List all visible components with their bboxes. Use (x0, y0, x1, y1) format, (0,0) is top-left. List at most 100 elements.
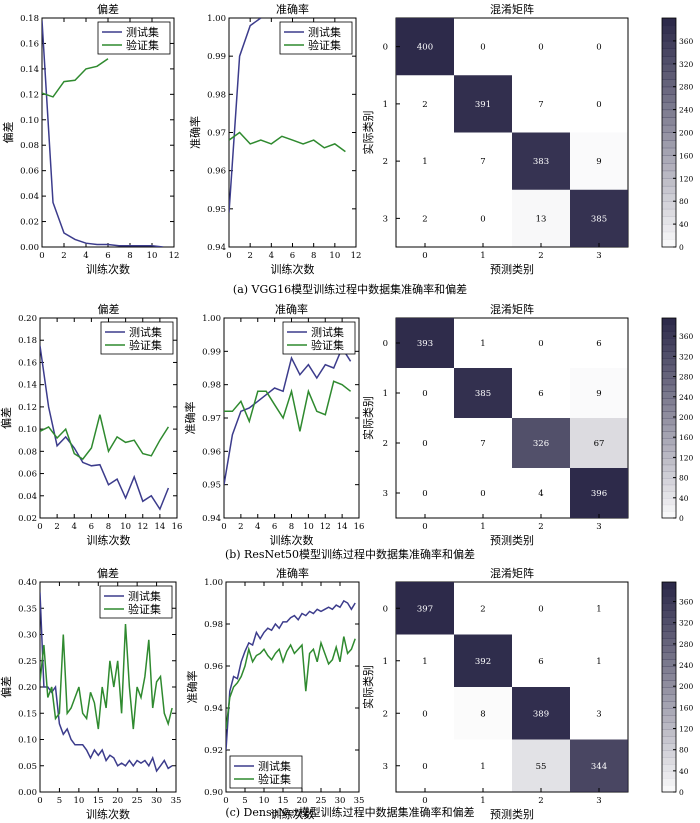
x-axis-label: 训练次数 (271, 262, 315, 276)
x-tick-label: 4 (269, 251, 274, 261)
y-tick-label: 3 (383, 489, 388, 499)
colorbar-segment (662, 344, 676, 352)
x-tick-label: 20 (297, 796, 308, 806)
y-axis-label: 实际类别 (361, 665, 375, 709)
chart-title: 准确率 (275, 302, 308, 316)
colorbar-segment (662, 40, 676, 50)
cell-value: 6 (538, 389, 543, 399)
x-tick-label: 14 (154, 522, 165, 532)
colorbar-tick-label: 80 (679, 197, 689, 206)
x-axis-label: 预测类别 (490, 262, 534, 276)
cell-value: 0 (538, 43, 543, 53)
cell-value: 3 (596, 709, 601, 719)
colorbar-segment (662, 71, 676, 80)
colorbar-segment (662, 63, 676, 72)
y-axis-label: 实际类别 (361, 396, 375, 440)
colorbar-segment (662, 178, 676, 187)
chart-title: 准确率 (276, 566, 309, 580)
cell-value: 7 (538, 100, 543, 110)
x-tick-label: 16 (354, 522, 365, 532)
colorbar-tick-label: 40 (679, 494, 689, 503)
legend-label: 测试集 (308, 25, 341, 39)
x-tick-label: 30 (151, 796, 162, 806)
colorbar-segment (662, 478, 676, 486)
y-tick-label: 0.96 (202, 447, 221, 457)
x-tick-label: 8 (106, 522, 111, 532)
colorbar-segment (662, 638, 676, 646)
y-tick-label: 0.12 (18, 403, 37, 413)
heatmap-cell (570, 418, 628, 468)
x-tick-label: 10 (329, 251, 340, 261)
series-line-val (42, 58, 109, 98)
y-axis-label: 偏差 (1, 122, 15, 144)
y-tick-label: 1.00 (202, 314, 221, 324)
colorbar-segment (662, 140, 676, 149)
cell-value: 2 (422, 100, 427, 110)
x-tick-label: 1 (480, 522, 485, 532)
colorbar-tick-label: 280 (679, 640, 694, 649)
x-tick-label: 12 (320, 522, 331, 532)
cell-value: 1 (422, 157, 427, 167)
heatmap-cell (512, 418, 570, 468)
colorbar-segment (662, 659, 676, 667)
colorbar-segment (662, 163, 676, 172)
colorbar-tick-label: 40 (679, 767, 689, 776)
colorbar-segment (662, 384, 676, 392)
caption-a: (a) VGG16模型训练过程中数据集准确率和偏差 (233, 282, 467, 296)
y-tick-label: 0.06 (18, 470, 37, 480)
x-tick-label: 6 (290, 251, 295, 261)
x-tick-label: 12 (351, 251, 362, 261)
cell-value: 9 (596, 157, 601, 167)
colorbar-segment (662, 101, 676, 111)
y-tick-label: 1 (383, 100, 388, 110)
colorbar-frame (661, 581, 677, 793)
y-tick-label: 0.90 (204, 788, 223, 798)
colorbar-tick-label: 120 (679, 453, 694, 462)
chart-title: 偏差 (97, 566, 119, 580)
y-tick-label: 0.98 (202, 381, 221, 391)
y-tick-label: 0.99 (207, 52, 226, 62)
colorbar-tick-label: 160 (679, 151, 694, 160)
colorbar-segment (662, 239, 676, 247)
heatmap-cell (512, 687, 570, 740)
y-axis-label: 偏差 (0, 676, 13, 698)
colorbar-segment (662, 673, 676, 681)
cell-value: 1 (480, 762, 485, 772)
x-tick-label: 2 (54, 522, 59, 532)
legend-label: 验证集 (126, 38, 159, 52)
x-tick-label: 0 (422, 251, 427, 261)
cell-value: 55 (536, 762, 547, 772)
cell-value: 391 (475, 100, 491, 110)
series-line-test (226, 599, 356, 751)
colorbar-segment (662, 147, 676, 156)
colorbar-segment (662, 155, 676, 164)
cell-value: 0 (538, 339, 543, 349)
chart-title: 混淆矩阵 (490, 2, 534, 16)
x-tick-label: 0 (37, 522, 42, 532)
colorbar-segment (662, 504, 676, 512)
cell-value: 385 (591, 214, 607, 224)
colorbar-tick-label: 280 (679, 83, 694, 92)
cell-value: 6 (596, 339, 601, 349)
x-tick-label: 8 (127, 251, 132, 261)
legend-box (99, 585, 173, 619)
legend-label: 测试集 (128, 589, 161, 603)
colorbar-segment (662, 424, 676, 432)
y-tick-label: 1 (383, 389, 388, 399)
y-tick-label: 0.25 (18, 657, 37, 667)
x-tick-label: 3 (596, 796, 601, 806)
y-tick-label: 0.16 (20, 39, 39, 49)
colorbar-segment (662, 351, 676, 359)
series-line-val (226, 636, 356, 730)
colorbar-segment (662, 25, 676, 34)
heatmap-cell (454, 75, 512, 133)
x-tick-label: 8 (311, 251, 316, 261)
heatmap-cell (454, 368, 512, 418)
x-tick-label: 2 (238, 522, 243, 532)
colorbar-segment (662, 596, 676, 604)
colorbar-segment (662, 511, 676, 518)
y-tick-label: 0.08 (18, 447, 37, 457)
colorbar-segment (662, 109, 676, 118)
y-tick-label: 0.99 (202, 347, 221, 357)
x-tick-label: 0 (422, 796, 427, 806)
